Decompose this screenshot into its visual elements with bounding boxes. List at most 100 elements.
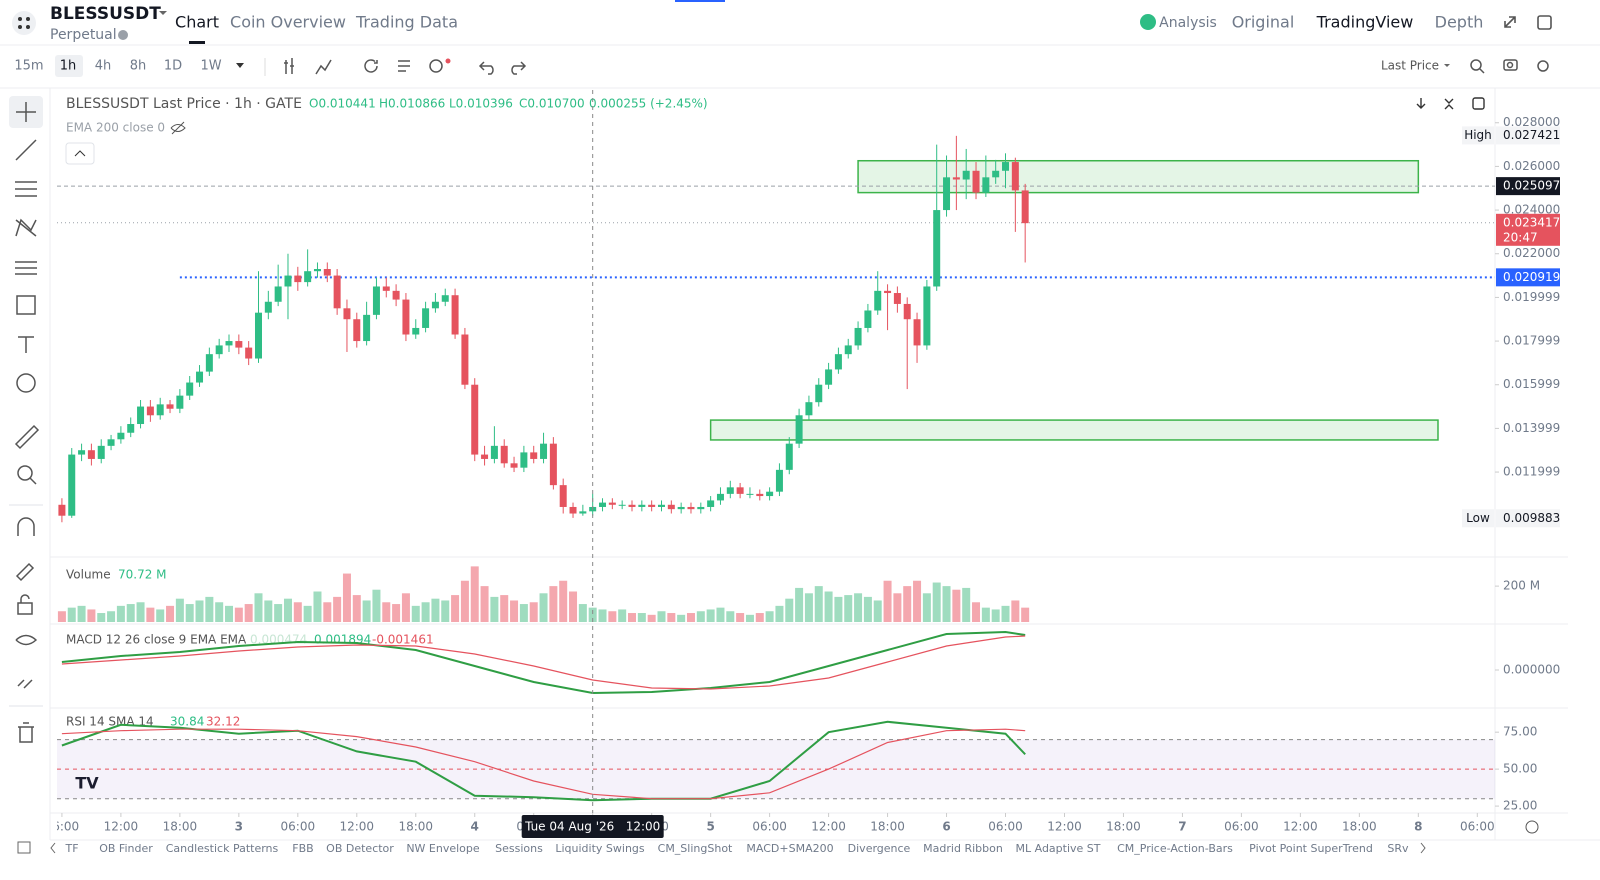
x-tick-label: 12:00 <box>339 820 374 834</box>
layout-icon[interactable] <box>17 841 31 854</box>
candle-body <box>78 450 86 455</box>
candle-body <box>520 452 528 468</box>
drawing-tools[interactable] <box>14 102 40 743</box>
volume-title: Volume <box>66 568 111 582</box>
indicator-chip[interactable]: Sessions <box>495 842 543 855</box>
candle-body <box>137 406 145 425</box>
interval-button[interactable]: 8h <box>130 59 147 74</box>
nav-tab[interactable]: Coin Overview <box>230 13 346 32</box>
interval-dropdown[interactable] <box>236 63 244 68</box>
candle-body <box>215 345 223 355</box>
crosshair-label: Tue 04 Aug '26 12:00 <box>524 820 660 834</box>
volume-bar <box>175 598 184 622</box>
volume-bar <box>696 611 705 622</box>
symbol[interactable]: BLESSUSDT <box>50 4 161 24</box>
nav-tab[interactable]: Trading Data <box>355 13 458 32</box>
candle-body <box>117 432 125 440</box>
rsi-reading: 32.12 <box>206 715 240 729</box>
x-tick-label: 18:00 <box>1342 820 1377 834</box>
volume-bar <box>569 591 578 622</box>
price-source-dropdown[interactable] <box>1444 64 1450 67</box>
candle-body <box>884 290 892 294</box>
analysis-icon[interactable] <box>1140 14 1156 30</box>
volume-bar <box>274 604 283 622</box>
candle-body <box>166 404 174 409</box>
indicator-chip[interactable]: NW Envelope <box>406 842 480 855</box>
volume-bar <box>342 573 351 622</box>
volume-bar <box>185 604 194 622</box>
candle-body <box>304 271 312 283</box>
nav-tab[interactable]: Chart <box>175 13 219 32</box>
indicator-chip[interactable]: Madrid Ribbon <box>923 842 1003 855</box>
x-tick-label: 12:00 <box>811 820 846 834</box>
y-tick-label: 0.011999 <box>1503 465 1560 479</box>
volume-bar <box>57 611 66 622</box>
interval-button[interactable]: 4h <box>95 59 112 74</box>
info-icon[interactable] <box>118 30 128 40</box>
volume-bar <box>736 613 745 622</box>
view-option[interactable]: Original <box>1232 13 1295 32</box>
indicator-chip[interactable]: Divergence <box>848 842 911 855</box>
countdown: 20:47 <box>1503 230 1538 244</box>
volume-bar <box>903 586 912 622</box>
candle-body <box>913 319 921 346</box>
volume-last: 70.72 M <box>118 568 167 582</box>
toolbar-icons[interactable] <box>284 58 1549 75</box>
indicator-chip[interactable]: Liquidity Swings <box>555 842 645 855</box>
candle-body <box>697 506 705 510</box>
interval-button[interactable]: 15m <box>14 59 43 74</box>
interval-button[interactable]: 1h <box>60 59 77 74</box>
indicator-chip[interactable]: FBB <box>292 842 313 855</box>
hide-icon[interactable] <box>170 121 186 135</box>
candle-body <box>766 491 774 497</box>
view-option[interactable]: TradingView <box>1316 13 1414 32</box>
indicator-chip[interactable]: OB Detector <box>326 842 394 855</box>
indicator-chip[interactable]: CM_Price-Action-Bars <box>1117 842 1233 855</box>
interval-button[interactable]: 1D <box>164 59 182 74</box>
collapse-arrow <box>74 150 86 157</box>
volume-bar <box>490 596 499 622</box>
candle-body <box>353 319 361 342</box>
candle-body <box>716 493 724 501</box>
candle-body <box>825 369 833 385</box>
indicator-chip[interactable]: CM_SlingShot <box>658 842 733 855</box>
candle-body <box>196 371 204 383</box>
collapse-button[interactable] <box>65 142 95 165</box>
volume-bar <box>588 607 597 622</box>
symbol-dropdown[interactable] <box>159 11 167 15</box>
indicator-chip[interactable]: MACD+SMA200 <box>746 842 833 855</box>
indicator-chip[interactable]: SRv <box>1387 842 1409 855</box>
candle-body <box>274 286 282 302</box>
volume-bar <box>126 604 135 622</box>
indicator-chip[interactable]: OB Finder <box>99 842 153 855</box>
price-source[interactable]: Last Price <box>1381 59 1439 73</box>
x-tick-label: 12:00 <box>1283 820 1318 834</box>
indicator-chip[interactable]: Pivot Point SuperTrend <box>1249 842 1373 855</box>
candle-body <box>549 443 557 486</box>
indicator-line <box>61 630 1026 695</box>
interval-button[interactable]: 1W <box>200 59 221 74</box>
indicator-chip[interactable]: TF <box>64 842 78 855</box>
indicator-line <box>61 728 1026 800</box>
scroll-left[interactable] <box>50 842 56 854</box>
menu-icon[interactable] <box>12 11 36 35</box>
pane-separators <box>50 88 1600 841</box>
view-option[interactable]: Analysis <box>1159 15 1217 31</box>
y-tick-label: 25.00 <box>1503 799 1537 813</box>
candle-body <box>402 299 410 335</box>
y-tick-label: 75.00 <box>1503 725 1537 739</box>
view-option[interactable]: Depth <box>1435 13 1484 32</box>
settings-icon[interactable] <box>1525 820 1539 834</box>
indicator-chip[interactable]: ML Adaptive ST <box>1016 842 1101 855</box>
candle-body <box>756 493 764 497</box>
volume-bar <box>677 614 686 622</box>
x-tick-label: 06:00 <box>45 820 80 834</box>
scroll-right[interactable] <box>1420 842 1426 854</box>
indicator-chip[interactable]: Candlestick Patterns <box>166 842 279 855</box>
header-icons[interactable] <box>1504 15 1552 30</box>
volume-bar <box>922 593 931 622</box>
candle-body <box>422 308 430 328</box>
candle-body <box>264 301 272 313</box>
volume-bar <box>804 593 813 622</box>
pane-controls[interactable] <box>1416 97 1485 110</box>
